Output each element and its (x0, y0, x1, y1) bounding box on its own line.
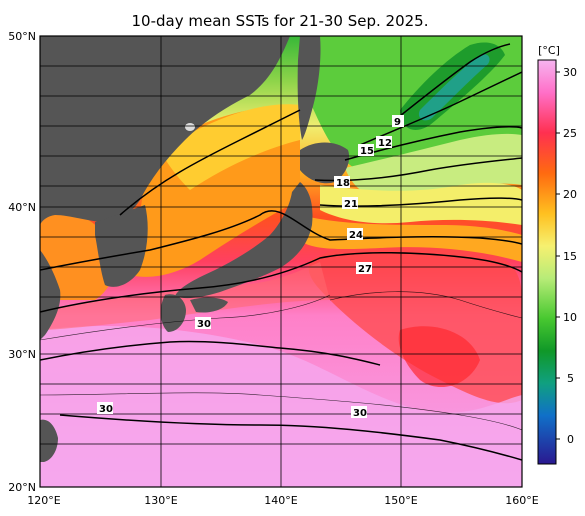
y-tick-label: 40°N (8, 201, 36, 214)
contour-label-21: 21 (344, 199, 358, 210)
land-hokkaido (300, 142, 350, 184)
map-title: 10-day mean SSTs for 21-30 Sep. 2025. (131, 12, 429, 30)
contour-label-9: 9 (394, 117, 401, 128)
land-sakhalin (297, 36, 321, 140)
contour-label-15: 15 (360, 146, 374, 157)
lat-lon-grid (40, 36, 522, 487)
contour-24 (40, 210, 522, 271)
x-tick-label: 160°E (505, 494, 538, 507)
contour-30-south (59, 414, 522, 461)
x-tick-label: 120°E (27, 494, 60, 507)
colorbar-tick-label: 25 (563, 127, 577, 140)
x-tick-label: 130°E (144, 494, 177, 507)
colorbar-tick-label: 0 (567, 433, 574, 446)
x-tick-label: 140°E (264, 494, 297, 507)
contour-thin-2 (40, 294, 331, 341)
land-honshu (175, 182, 313, 299)
colorbar-unit: [°C] (538, 44, 560, 57)
contour-label-group: 9 12 15 18 21 24 27 30 30 30 (97, 115, 404, 419)
contour-label-24: 24 (349, 230, 363, 241)
x-tick-label: 150°E (384, 494, 417, 507)
contour-27 (40, 251, 522, 313)
sst-deep-red-patch (398, 326, 480, 388)
contour-thin-3 (329, 291, 522, 319)
contour-label-30-east: 30 (353, 408, 367, 419)
contour-label-12: 12 (378, 138, 392, 149)
contour-label-18: 18 (336, 178, 350, 189)
contour-30 (40, 340, 381, 366)
land-small-island (185, 123, 195, 131)
y-tick-label: 30°N (8, 348, 36, 361)
sst-orange-band (300, 215, 522, 262)
contour-thin-1 (40, 392, 522, 431)
contour-12 (359, 71, 522, 146)
colorbar (537, 59, 557, 465)
colorbar-tick-label: 5 (567, 372, 574, 385)
colorbar-tick-label: 10 (563, 311, 577, 324)
land-china-coast (40, 250, 61, 340)
land-taiwan (40, 419, 58, 462)
map-frame (39, 35, 523, 488)
contour-label-30-west: 30 (99, 404, 113, 415)
land-shikoku (190, 297, 228, 313)
y-tick-label: 50°N (8, 30, 36, 43)
contour-label-27: 27 (358, 264, 372, 275)
contour-label-30-north: 30 (197, 319, 211, 330)
sst-teal-streak (418, 54, 490, 121)
colorbar-tick-label: 20 (563, 188, 577, 201)
y-tick-label: 20°N (8, 481, 36, 494)
colorbar-tick-label: 15 (563, 250, 577, 263)
contour-9 (394, 43, 511, 121)
colorbar-tick-label: 30 (563, 66, 577, 79)
land-korea (95, 205, 148, 287)
land-asia-mainland (40, 36, 290, 225)
